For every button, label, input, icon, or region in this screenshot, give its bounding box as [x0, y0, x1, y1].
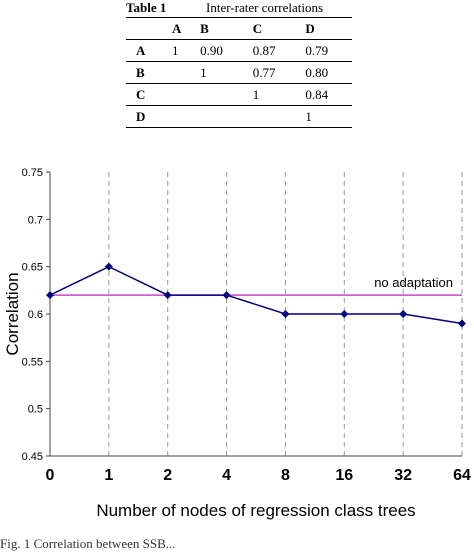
y-tick-label: 0.7: [28, 214, 43, 226]
table-label: Table 1: [126, 0, 167, 15]
table-cell: 0.79: [305, 42, 329, 58]
correlation-chart: 0.45 0.5 0.55 0.6 0.65 0.7 0.75 0 1 2 4 8 16 32 64 Numb…: [0, 160, 474, 536]
table-cell: [194, 84, 247, 106]
y-tick-label: 0.6: [28, 309, 43, 321]
table-cell: 0.90: [200, 42, 223, 58]
data-point: [281, 310, 290, 318]
data-point: [46, 291, 54, 300]
y-tick-label: 0.75: [22, 167, 43, 179]
data-point: [458, 319, 466, 328]
x-tick-label: 4: [222, 467, 231, 484]
y-tick-label: 0.5: [28, 404, 43, 416]
table-row: C 1 0.84: [126, 84, 352, 106]
series-line: [49, 265, 463, 325]
table-row: B 1 0.77 0.80: [126, 62, 352, 84]
table-cell: [247, 106, 300, 128]
row-header: B: [136, 64, 145, 80]
y-tick-label: 0.55: [22, 356, 43, 368]
table-cell: 1: [305, 108, 312, 124]
table-caption: Table 1 Inter-rater correlations: [126, 0, 352, 16]
row-header: D: [136, 108, 146, 124]
table-cell: 0.84: [305, 86, 329, 102]
x-tick-label: 8: [281, 467, 290, 484]
table-cell: 1: [200, 64, 207, 80]
reference-line-label: no adaptation: [374, 275, 453, 290]
table-row: D 1: [126, 106, 352, 128]
table-cell: [166, 84, 194, 106]
table-row: A 1 0.90 0.87 0.79: [126, 40, 352, 62]
column-header: [126, 18, 166, 40]
x-axis-title: Number of nodes of regression class tree…: [96, 501, 415, 520]
table-cell: 0.80: [305, 64, 329, 80]
table-cell: 0.77: [252, 64, 276, 80]
chart-svg: 0.45 0.5 0.55 0.6 0.65 0.7 0.75 0 1 2 4 8 16 32 64 Numb…: [3, 167, 471, 520]
table-cell: 1: [252, 86, 260, 102]
x-tick-label: 16: [335, 467, 353, 484]
figure-caption: Fig. 1 Correlation between SSB...: [0, 536, 176, 551]
x-tick-label: 1: [104, 467, 113, 484]
table-cell: [166, 106, 194, 128]
table-title: Inter-rater correlations: [206, 0, 324, 15]
data-point: [104, 262, 113, 271]
table-cell: 1: [172, 42, 179, 58]
data-point: [399, 310, 408, 318]
x-tick-label: 2: [163, 467, 172, 484]
table-cell: [166, 62, 194, 84]
y-tick-label: 0.45: [22, 451, 43, 463]
table-cell: [194, 106, 247, 128]
column-header: A: [172, 20, 182, 36]
row-header: A: [136, 42, 146, 58]
correlation-table: A B C D A 1 0.90 0.87 0.79 B 1 0.77 0.80: [126, 17, 352, 128]
y-axis-title: Correlation: [3, 272, 22, 355]
table-cell: 0.87: [252, 42, 276, 58]
x-tick-label: 0: [46, 467, 55, 484]
column-header: B: [200, 20, 209, 36]
data-point: [163, 291, 172, 300]
data-point: [340, 310, 349, 318]
y-tick-label: 0.65: [22, 262, 43, 274]
x-tick-label: 64: [453, 467, 471, 484]
column-header: D: [305, 20, 315, 36]
data-point: [222, 291, 231, 300]
column-header: C: [252, 20, 263, 36]
row-header: C: [136, 86, 146, 102]
table-header-row: A B C D: [126, 17, 352, 40]
x-tick-label: 32: [394, 467, 412, 484]
